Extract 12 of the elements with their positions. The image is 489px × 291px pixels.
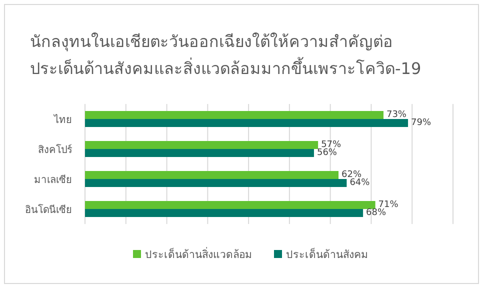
data-label: 79% xyxy=(411,118,432,128)
data-label: 73% xyxy=(386,110,406,120)
y-tick-label: สิงคโปร์ xyxy=(38,143,73,156)
data-label: 56% xyxy=(316,148,337,158)
y-tick-label: ไทย xyxy=(53,114,72,126)
data-label: 68% xyxy=(366,208,386,218)
y-tick-label: อินโดนีเซีย xyxy=(25,203,72,216)
legend-label: ประเด็นด้านสิ่งแวดล้อม xyxy=(145,247,252,261)
legend-label: ประเด็นด้านสังคม xyxy=(286,247,368,261)
data-label: 64% xyxy=(350,178,370,188)
y-tick-label: มาเลเซีย xyxy=(34,174,72,186)
chart-title: นักลงุทนในเอเชียตะวันออกเฉียงใต้ให้ความสำคัญต่อ ประเด็นด้านสังคมและสิ่งแวดล้อมมากขึ้นเพราะโควิด-19 xyxy=(30,32,422,78)
